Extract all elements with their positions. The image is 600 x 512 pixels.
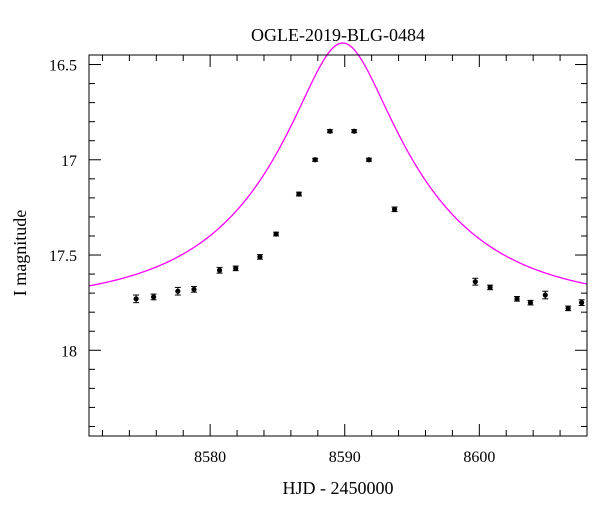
point-marker	[151, 294, 157, 300]
x-tick-label: 8590	[329, 449, 361, 466]
data-points-layer	[133, 128, 585, 312]
point-marker	[565, 305, 571, 311]
y-tick-label: 18	[61, 343, 77, 360]
data-point	[527, 299, 534, 306]
point-marker	[579, 300, 585, 306]
point-marker	[216, 267, 223, 273]
point-marker	[351, 128, 357, 134]
point-marker	[191, 286, 197, 292]
plot-frame	[88, 54, 588, 437]
point-marker	[366, 157, 372, 163]
x-axis-label: HJD - 2450000	[283, 478, 394, 498]
data-point	[391, 206, 398, 213]
point-marker	[514, 296, 520, 302]
point-marker	[257, 254, 263, 260]
data-point	[133, 294, 140, 304]
y-tick-label: 17.5	[49, 248, 77, 265]
data-point	[216, 266, 223, 274]
chart-title: OGLE-2019-BLG-0484	[251, 25, 425, 45]
point-marker	[487, 284, 493, 291]
point-marker	[312, 157, 318, 163]
model-curve-layer	[88, 42, 588, 287]
data-point	[472, 277, 479, 286]
x-tick-label: 8600	[463, 449, 495, 466]
data-point	[565, 305, 572, 312]
point-marker	[542, 292, 548, 298]
point-marker	[233, 265, 239, 271]
point-marker	[296, 191, 302, 197]
model-curve-line	[88, 42, 588, 287]
point-marker	[391, 206, 398, 212]
x-tick-label: 8580	[194, 449, 226, 466]
axis-ticks: 8580 8590 8600 16.5 17 17.5 18	[49, 55, 588, 466]
y-tick-label: 17	[61, 153, 77, 170]
data-point	[514, 296, 521, 302]
point-marker	[527, 300, 534, 306]
point-marker	[175, 288, 181, 294]
data-point	[312, 157, 319, 163]
point-marker	[472, 279, 478, 285]
data-point	[365, 157, 372, 163]
y-axis-label: I magnitude	[10, 210, 30, 296]
data-point	[326, 128, 333, 134]
data-point	[542, 290, 549, 300]
data-point	[295, 191, 302, 197]
data-point	[578, 299, 585, 307]
point-marker	[273, 231, 279, 237]
data-point	[150, 293, 157, 301]
data-point	[351, 128, 358, 134]
point-marker	[327, 128, 333, 134]
data-point	[487, 284, 494, 291]
data-point	[190, 285, 197, 293]
y-tick-label: 16.5	[49, 58, 77, 75]
data-point	[256, 254, 263, 260]
point-marker	[133, 296, 139, 302]
data-point	[174, 286, 181, 296]
data-point	[232, 265, 239, 272]
data-point	[273, 231, 280, 237]
